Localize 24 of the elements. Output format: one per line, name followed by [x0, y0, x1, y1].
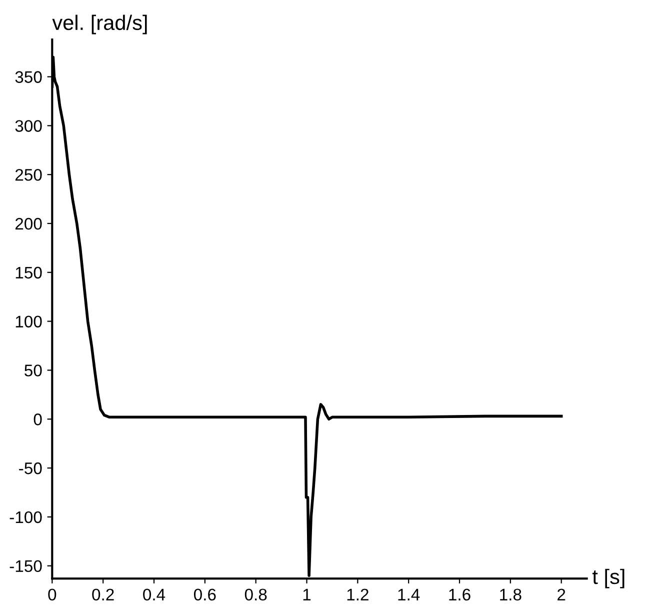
- y-tick-label: -100: [10, 511, 42, 524]
- y-tick-label: 150: [16, 266, 42, 279]
- y-tick-label: -150: [10, 560, 42, 572]
- y-tick-label: 250: [15, 168, 42, 181]
- y-tick-label: 300: [15, 120, 42, 132]
- x-tick-label: 0.2: [92, 588, 114, 601]
- x-tick-label: 1: [303, 588, 311, 600]
- y-axis-title: vel. [rad/s]: [52, 14, 147, 34]
- y-tick-label: 350: [15, 71, 42, 83]
- x-tick-label: 1.6: [449, 588, 470, 601]
- x-tick-label: 0.8: [244, 588, 267, 601]
- x-axis-title: t [s]: [592, 568, 624, 588]
- x-tick-label: 0.4: [143, 588, 166, 601]
- x-tick-label: 2: [558, 588, 566, 600]
- x-tick-label: 1.4: [398, 588, 420, 600]
- y-tick-label: 200: [15, 218, 42, 230]
- x-tick-label: 0: [48, 588, 56, 601]
- y-tick-label: -50: [19, 462, 42, 474]
- x-tick-label: 0.6: [194, 588, 216, 601]
- y-tick-label: 0: [34, 414, 42, 426]
- x-tick-label: 1.8: [500, 588, 522, 601]
- y-tick-label: 100: [16, 316, 42, 328]
- x-tick-label: 1.2: [347, 588, 368, 600]
- y-tick-label: 50: [24, 364, 42, 376]
